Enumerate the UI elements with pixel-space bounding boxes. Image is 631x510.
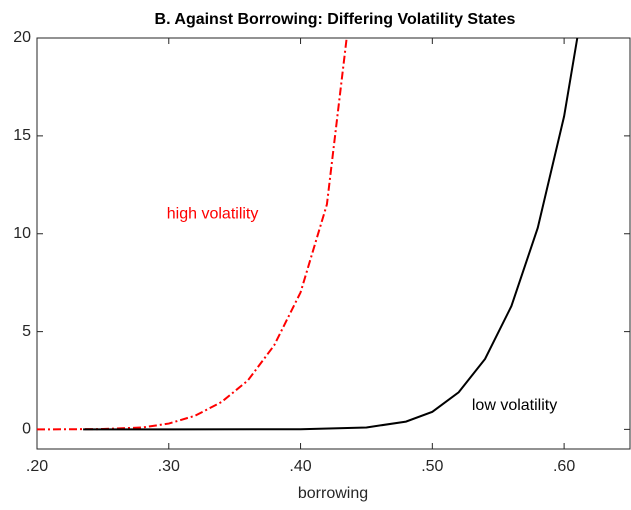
x-axis-label: borrowing	[298, 485, 368, 502]
y-tick-label: 15	[13, 127, 31, 144]
plot-frame	[36, 37, 631, 450]
y-tick-label: 10	[13, 225, 31, 242]
x-tick-label: .20	[26, 458, 48, 475]
series-line	[83, 37, 579, 431]
series-label: high volatility	[167, 205, 259, 222]
chart-title: B. Against Borrowing: Differing Volatili…	[155, 11, 516, 28]
x-tick-label: .60	[553, 458, 575, 475]
series-line	[36, 37, 348, 431]
y-tick-label: 0	[22, 421, 31, 438]
x-tick-label: .40	[289, 458, 311, 475]
x-tick-label: .30	[158, 458, 180, 475]
series-label: low volatility	[472, 397, 557, 414]
x-tick-label: .50	[421, 458, 443, 475]
y-tick-label: 20	[13, 29, 31, 46]
y-tick-label: 5	[22, 323, 31, 340]
